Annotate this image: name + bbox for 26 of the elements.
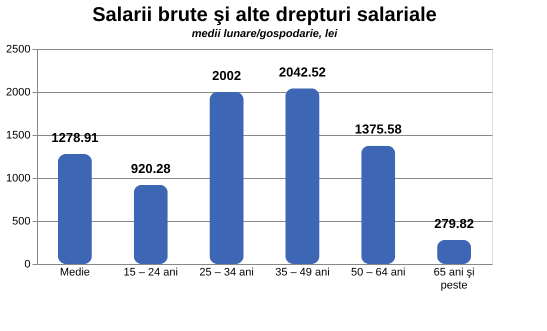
y-tick-label: 2500 xyxy=(6,44,30,56)
data-label: 2042.52 xyxy=(278,64,326,80)
data-label: 1278.91 xyxy=(51,130,98,146)
x-tick-label: 15 – 24 ani xyxy=(124,266,178,278)
data-label: 2002 xyxy=(212,68,242,83)
data-label: 279.82 xyxy=(434,216,474,231)
chart-title: Salarii brute şi alte drepturi salariale xyxy=(92,4,437,26)
x-tick-label: 35 – 49 ani xyxy=(275,266,330,278)
data-label: 1375.58 xyxy=(354,122,402,137)
bar xyxy=(210,92,244,264)
bar xyxy=(361,146,396,264)
y-tick-label: 0 xyxy=(24,258,30,270)
data-label: 920.28 xyxy=(130,160,171,176)
bar xyxy=(58,154,92,264)
x-tick-label: 25 – 34 ani xyxy=(199,266,254,278)
chart-subtitle: medii lunare/gospodarie, lei xyxy=(192,28,338,40)
bar xyxy=(134,184,168,264)
x-tick-label: 50 – 64 ani xyxy=(351,266,406,278)
bar xyxy=(437,240,472,264)
y-tick-label: 1000 xyxy=(6,172,30,184)
x-tick-label: 65 ani şi peste xyxy=(434,266,475,292)
y-tick-label: 2000 xyxy=(6,86,30,98)
bar xyxy=(285,88,320,264)
y-tick-label: 1500 xyxy=(6,130,30,142)
x-tick-label: Medie xyxy=(60,266,90,278)
y-tick-label: 500 xyxy=(12,216,30,228)
